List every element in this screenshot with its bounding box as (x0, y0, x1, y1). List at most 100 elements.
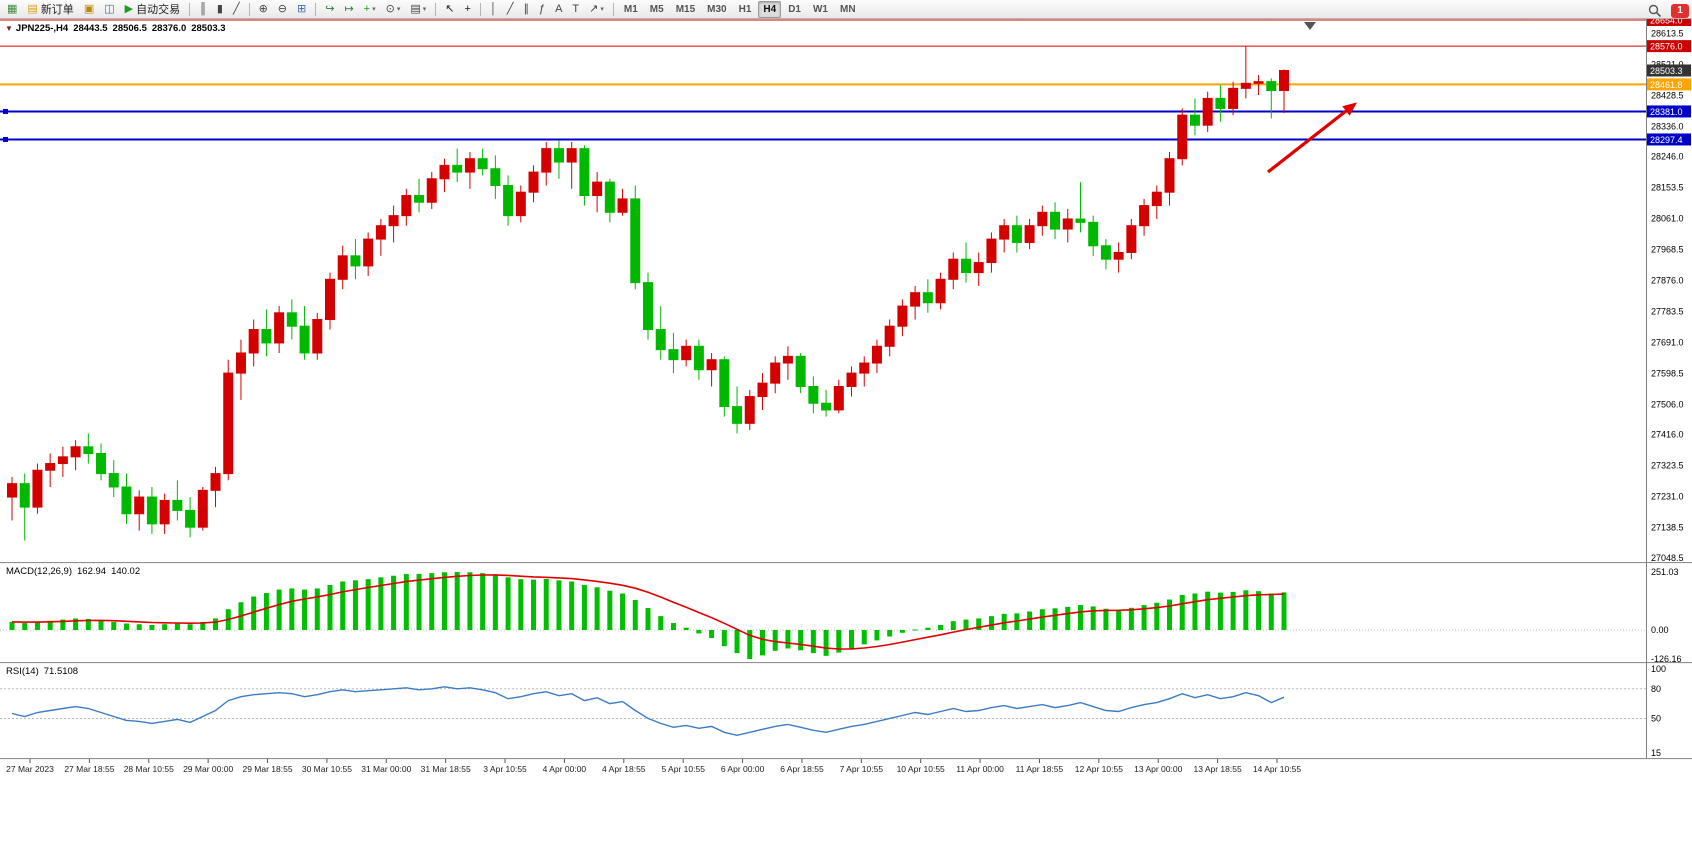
auto-scroll-icon[interactable]: ↪ (321, 1, 338, 18)
toolbar-separator (435, 2, 437, 16)
candle-body (1113, 251, 1124, 260)
cursor-icon[interactable]: ↖ (441, 1, 458, 18)
ohlc-open: 28443.5 (73, 23, 108, 34)
candle-body (96, 452, 107, 475)
macd-histogram-bar (518, 579, 524, 630)
autotrade-button[interactable]: ▶ 自动交易 (121, 1, 184, 18)
timeframe-m1-button[interactable]: M1 (623, 3, 638, 15)
candle-body (922, 292, 933, 304)
macd-scale-label: 0.00 (1651, 625, 1669, 635)
toolbar-separator (479, 2, 481, 16)
macd-histogram-bar (73, 618, 79, 630)
price-tick-label: 28153.5 (1651, 183, 1684, 193)
price-tag (1647, 64, 1691, 77)
macd-histogram-bar (810, 630, 816, 654)
price-tick-label: 27783.5 (1651, 307, 1684, 317)
support-line-lower-handle[interactable] (3, 136, 8, 142)
time-axis-label: 7 Apr 10:55 (840, 764, 884, 774)
candle-body (617, 198, 628, 213)
macd-histogram-bar (1217, 592, 1223, 630)
macd-histogram-bar (1268, 593, 1274, 630)
time-axis-label: 31 Mar 18:55 (421, 764, 471, 774)
vertical-line-icon[interactable]: │ (486, 1, 501, 18)
time-axis-label: 27 Mar 18:55 (64, 764, 114, 774)
timeframe-m30-button[interactable]: M30 (707, 3, 727, 15)
text-label-icon[interactable]: T (568, 1, 583, 18)
candle-body (655, 329, 666, 351)
candle-body (197, 489, 208, 528)
tile-windows-icon[interactable]: ⊞ (293, 1, 310, 18)
macd-histogram-bar (85, 618, 91, 630)
arrows-icon[interactable]: ↗ ▾ (585, 1, 608, 18)
charts-cascade-icon[interactable]: ▣ (80, 1, 98, 18)
macd-histogram-bar (581, 584, 587, 630)
timeframe-h4-button[interactable]: H4 (758, 0, 782, 18)
trendline-icon[interactable]: ╱ (503, 1, 518, 18)
price-tick-label: 27048.5 (1651, 553, 1684, 563)
notification-badge[interactable]: 1 (1671, 3, 1689, 18)
candle-body (706, 359, 717, 371)
candle-body (553, 148, 564, 163)
candlestick-chart-icon[interactable]: ▮ (213, 1, 227, 18)
candle-body (1177, 114, 1188, 160)
timeframe-h1-button[interactable]: H1 (738, 3, 752, 15)
macd-histogram-bar (836, 630, 842, 653)
zoom-in-icon[interactable]: ⊕ (255, 1, 272, 18)
zoom-in-icon: ⊕ (258, 2, 268, 15)
dropdown-arrow-icon[interactable]: ▾ (396, 6, 401, 13)
fibonacci-icon[interactable]: ƒ (535, 1, 549, 18)
new-chart-icon[interactable]: ▦ (3, 1, 21, 18)
timeframe-m5-button[interactable]: M5 (649, 3, 664, 15)
candle-body (1202, 97, 1213, 126)
macd-histogram-bar (98, 620, 104, 630)
trend-arrow-head[interactable] (1342, 102, 1358, 116)
macd-histogram-bar (1192, 593, 1198, 630)
macd-histogram-bar (123, 623, 129, 630)
market-watch-icon[interactable]: ◫ (100, 1, 118, 18)
new-order-button[interactable]: ▤ 新订单 (23, 1, 77, 18)
equidistant-channel-icon[interactable]: ∥ (519, 1, 533, 18)
crosshair-icon[interactable]: + (461, 1, 475, 18)
macd-histogram-bar (1256, 591, 1262, 630)
candle-body (515, 191, 526, 217)
macd-histogram-bar (670, 623, 676, 630)
rsi-name: RSI(14) (6, 666, 39, 677)
timeframe-w1-button[interactable]: W1 (812, 3, 828, 15)
templates-icon[interactable]: ▤ ▾ (406, 1, 430, 18)
indicators-icon[interactable]: + ▾ (360, 1, 380, 18)
candle-body (808, 385, 819, 404)
candle-body (1266, 81, 1277, 92)
macd-histogram-bar (22, 623, 28, 630)
search-icon[interactable] (1644, 2, 1666, 19)
macd-histogram-bar (963, 619, 969, 630)
chart-shift-icon: ↦ (344, 2, 354, 15)
timeframe-mn-button[interactable]: MN (839, 3, 856, 15)
bar-chart-icon[interactable]: ║ (195, 1, 211, 18)
line-chart-icon[interactable]: ╱ (229, 1, 244, 18)
chart-menu-icon[interactable]: ▼ (5, 24, 13, 33)
candle-body (248, 329, 259, 354)
dropdown-arrow-icon[interactable]: ▾ (372, 6, 376, 13)
candle-body (235, 352, 246, 374)
zoom-out-icon[interactable]: ⊖ (274, 1, 291, 18)
candle-body (439, 164, 450, 180)
timeframe-d1-button[interactable]: D1 (788, 3, 801, 15)
cursor-icon: ↖ (445, 2, 455, 15)
macd-histogram-bar (9, 621, 15, 630)
candle-body (744, 396, 755, 424)
macd-histogram-bar (174, 623, 180, 630)
trend-arrow-annotation[interactable] (1267, 109, 1347, 174)
text-icon[interactable]: A (551, 1, 566, 18)
timeframe-m15-button[interactable]: M15 (675, 3, 696, 15)
chart-shift-marker[interactable] (1304, 22, 1316, 30)
dropdown-arrow-icon[interactable]: ▾ (422, 6, 427, 13)
macd-histogram-bar (327, 584, 333, 630)
chart-shift-icon[interactable]: ↦ (340, 1, 357, 18)
periods-icon[interactable]: ⊙ ▾ (382, 1, 405, 18)
dropdown-arrow-icon[interactable]: ▾ (600, 6, 604, 13)
macd-histogram-bar (759, 630, 765, 656)
support-line-upper-handle[interactable] (3, 108, 8, 114)
macd-histogram-bar (378, 577, 384, 630)
candle-body (1011, 225, 1022, 243)
